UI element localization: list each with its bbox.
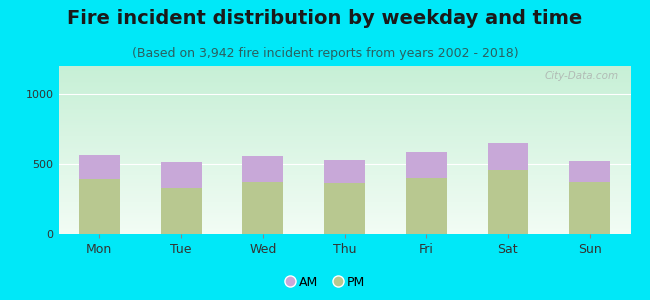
Legend: AM, PM: AM, PM (280, 271, 370, 294)
Bar (569, 160, 610, 182)
Bar (79, 155, 120, 179)
Bar (242, 182, 283, 234)
Bar (488, 143, 528, 170)
Bar (488, 170, 528, 234)
Bar (161, 162, 202, 188)
Bar (569, 182, 610, 234)
Text: City-Data.com: City-Data.com (545, 71, 619, 81)
Bar (324, 183, 365, 234)
Text: (Based on 3,942 fire incident reports from years 2002 - 2018): (Based on 3,942 fire incident reports fr… (132, 46, 518, 59)
Bar (79, 179, 120, 234)
Bar (324, 160, 365, 183)
Bar (406, 178, 447, 234)
Bar (161, 188, 202, 234)
Text: Fire incident distribution by weekday and time: Fire incident distribution by weekday an… (68, 9, 582, 28)
Bar (406, 152, 447, 178)
Bar (242, 156, 283, 182)
